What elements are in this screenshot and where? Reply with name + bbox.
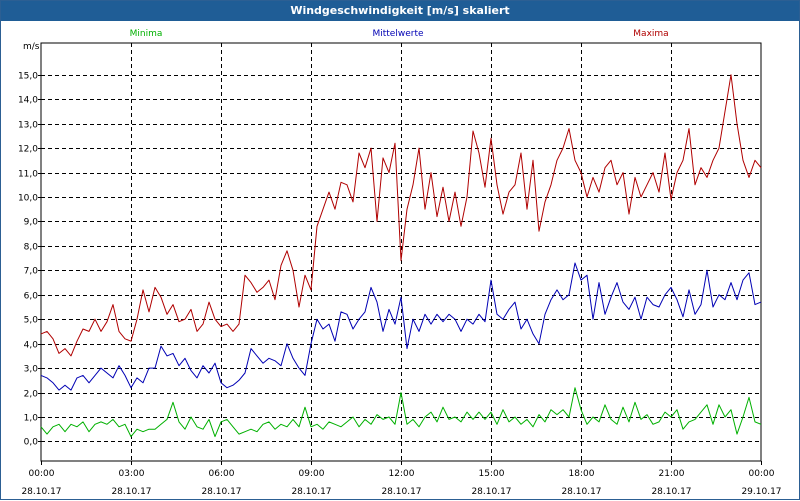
y-tick-label: 9,0 (24, 218, 39, 228)
x-tick-time: 18:00 (569, 469, 595, 479)
x-tick-date: 28.10.17 (561, 487, 601, 497)
x-tick-time: 15:00 (479, 469, 505, 479)
y-tick-label: 2,0 (24, 390, 39, 400)
x-tick-date: 28.10.17 (291, 487, 331, 497)
legend-minima: Minima (130, 29, 163, 39)
x-tick-time: 21:00 (659, 469, 685, 479)
y-tick-label: 12,0 (18, 145, 38, 155)
x-tick-time: 03:00 (119, 469, 145, 479)
y-tick-label: 3,0 (24, 365, 39, 375)
legend-maxima: Maxima (633, 29, 668, 39)
legend-mittelwerte: Mittelwerte (372, 29, 423, 39)
x-tick-date: 29.10.17 (741, 487, 781, 497)
y-tick-label: 1,0 (24, 414, 39, 424)
y-tick-label: 6,0 (24, 292, 39, 302)
x-tick-date: 28.10.17 (471, 487, 511, 497)
y-tick-label: 10,0 (18, 194, 38, 204)
x-tick-time: 00:00 (749, 469, 775, 479)
y-tick-label: 7,0 (24, 267, 39, 277)
y-tick-label: 0,0 (24, 438, 39, 448)
x-tick-date: 28.10.17 (111, 487, 151, 497)
series-line-minima (40, 387, 762, 438)
y-tick-label: 11,0 (18, 170, 38, 180)
x-tick-date: 28.10.17 (21, 487, 61, 497)
x-tick-time: 06:00 (209, 469, 235, 479)
x-tick-date: 28.10.17 (381, 487, 421, 497)
y-tick-label: 4,0 (24, 341, 39, 351)
y-tick-label: 15,0 (18, 72, 38, 82)
y-tick-label: 13,0 (18, 121, 38, 131)
x-tick-time: 09:00 (299, 469, 325, 479)
window-title: Windgeschwindigkeit [m/s] skaliert (1, 1, 799, 21)
y-axis-label: m/s (23, 42, 40, 52)
x-tick-date: 28.10.17 (651, 487, 691, 497)
y-tick-label: 14,0 (18, 96, 38, 106)
y-tick-label: 5,0 (24, 316, 39, 326)
series-line-maxima (40, 74, 762, 357)
series-line-mittelwerte (40, 262, 762, 391)
x-tick-time: 00:00 (29, 469, 55, 479)
y-tick-label: 8,0 (24, 243, 39, 253)
x-tick-date: 28.10.17 (201, 487, 241, 497)
x-tick-time: 12:00 (389, 469, 415, 479)
